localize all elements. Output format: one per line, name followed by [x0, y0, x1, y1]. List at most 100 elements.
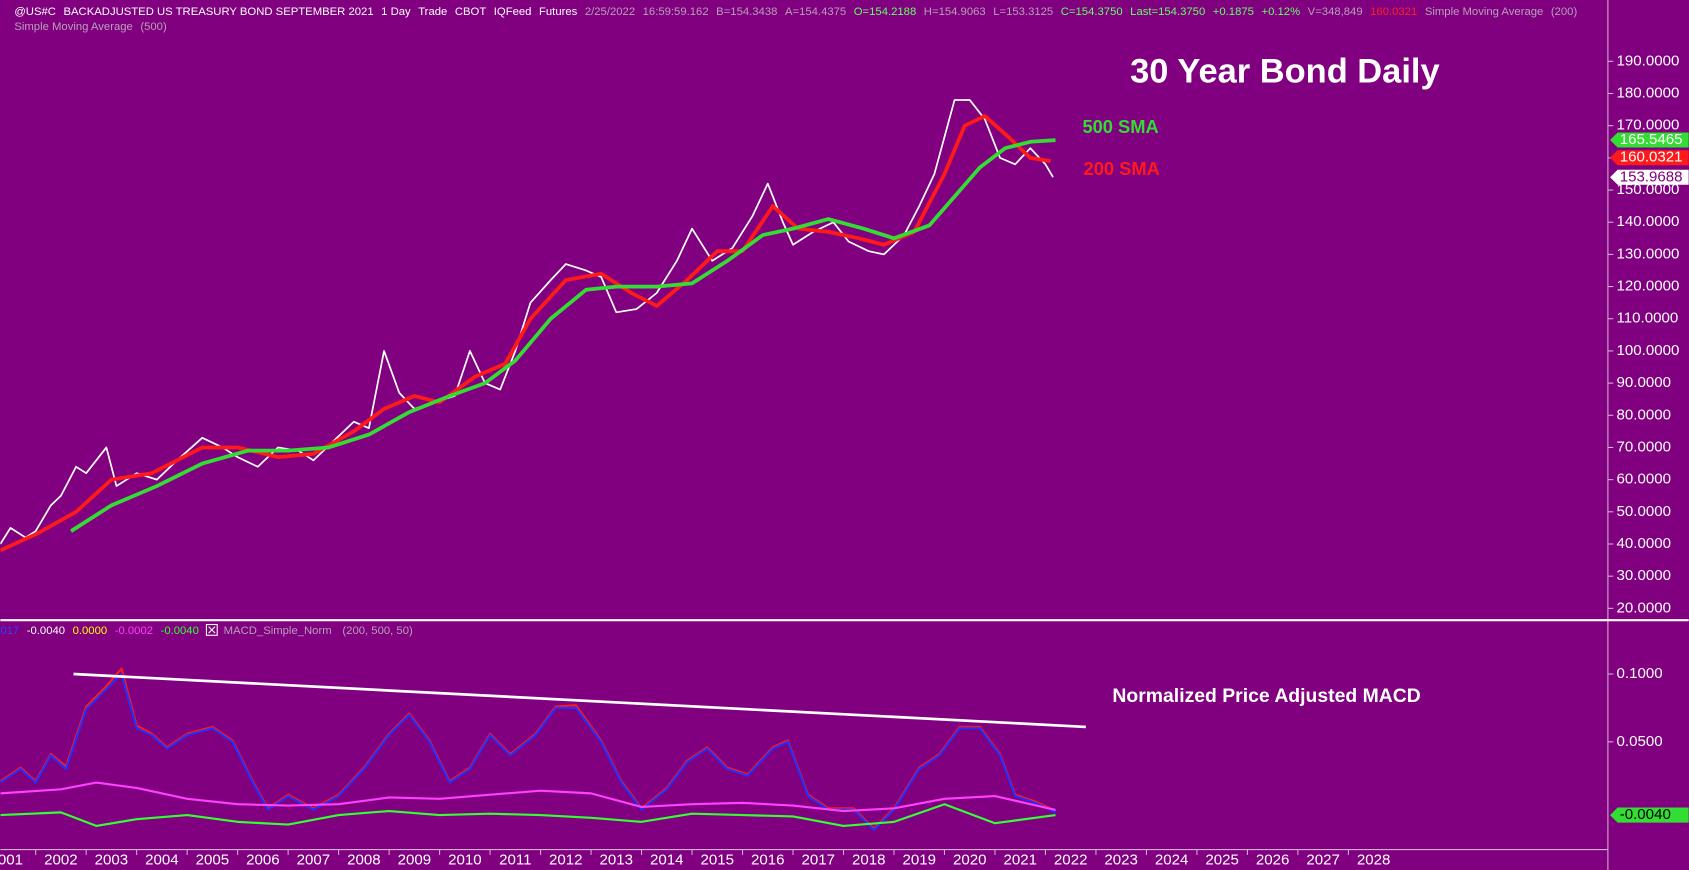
header-item: Trade [418, 6, 447, 18]
header-item: A=154.4375 [785, 6, 846, 18]
x-tick-label: 2009 [398, 851, 432, 868]
last-value-marker [1610, 132, 1689, 148]
legend-label: 200 SMA [1084, 158, 1160, 179]
header-item: 16:59:59.162 [643, 6, 709, 18]
last-value-label: -0.0040 [1620, 806, 1671, 823]
plot-area [0, 99, 1056, 553]
y-tick-label: 60.0000 [1617, 471, 1671, 488]
x-tick-label: 2018 [852, 851, 886, 868]
last-value-label: 160.0321 [1620, 149, 1683, 166]
y-tick-label: 50.0000 [1617, 503, 1671, 520]
y-tick-label: 150.0000 [1617, 181, 1680, 198]
header-item: L=153.3125 [993, 6, 1053, 18]
series-line [0, 781, 1056, 813]
y-tick-label: 80.0000 [1617, 406, 1671, 423]
last-value-marker [1610, 169, 1689, 185]
x-tick-label: 2005 [196, 851, 230, 868]
y-tick-label: 170.0000 [1617, 117, 1680, 134]
header-item: +0.12% [1261, 6, 1300, 18]
y-tick-label: 120.0000 [1617, 278, 1680, 295]
header-item: Futures [539, 6, 578, 18]
header-item: CBOT [455, 6, 486, 18]
header-item: Simple Moving Average [1425, 6, 1543, 18]
header-item: (200) [1551, 6, 1578, 18]
x-tick-label: 001 [0, 851, 23, 868]
legend-value: 0.0000 [73, 625, 108, 637]
y-tick-label: 110.0000 [1617, 310, 1679, 327]
close-icon-x [208, 626, 216, 634]
y-tick-label: 90.0000 [1617, 374, 1671, 391]
close-icon [205, 623, 218, 636]
header-item: 2/25/2022 [585, 6, 635, 18]
series-line [70, 138, 1056, 533]
header-item: Simple Moving Average [14, 21, 132, 33]
x-tick-label: 2011 [499, 851, 531, 868]
x-tick-label: 2017 [802, 851, 836, 868]
x-tick-label: 2024 [1155, 851, 1189, 868]
x-tick-label: 2003 [95, 851, 129, 868]
panel-title: Normalized Price Adjusted MACD [1112, 685, 1420, 707]
header-item: H=154.9063 [924, 6, 986, 18]
x-tick-label: 2014 [650, 851, 684, 868]
y-tick-label: 70.0000 [1617, 438, 1671, 455]
x-tick-label: 2010 [448, 851, 482, 868]
x-tick-label: 2023 [1104, 851, 1138, 868]
x-tick-label: 2025 [1205, 851, 1239, 868]
y-tick-label: 0.0500 [1617, 733, 1663, 750]
x-tick-label: 2021 [1003, 851, 1037, 868]
header-item: +0.1875 [1213, 6, 1254, 18]
legend-value: 017 [0, 625, 19, 637]
x-tick-label: 2022 [1054, 851, 1088, 868]
legend-value: -0.0040 [27, 625, 65, 637]
x-tick-label: 2026 [1256, 851, 1290, 868]
x-tick-label: 2012 [549, 851, 583, 868]
header-item: V=348,849 [1308, 6, 1363, 18]
header-item: IQFeed [494, 6, 532, 18]
x-tick-label: 2007 [297, 851, 331, 868]
y-tick-label: 100.0000 [1617, 342, 1680, 359]
last-value-marker [1610, 150, 1689, 166]
header-item: Last=154.3750 [1130, 6, 1205, 18]
y-tick-label: 190.0000 [1617, 52, 1680, 69]
last-value-marker [1610, 807, 1689, 823]
x-tick-label: 2028 [1357, 851, 1391, 868]
y-tick-label: 20.0000 [1617, 599, 1671, 616]
header-item: C=154.3750 [1061, 6, 1123, 18]
x-tick-label: 2006 [246, 851, 280, 868]
x-tick-label: 2016 [751, 851, 785, 868]
x-tick-label: 2013 [600, 851, 634, 868]
chart-title: 30 Year Bond Daily [1130, 52, 1439, 90]
header-item: (500) [140, 21, 167, 33]
x-tick-label: 2015 [701, 851, 735, 868]
header-item: B=154.3438 [716, 6, 777, 18]
y-tick-label: 130.0000 [1617, 245, 1680, 262]
x-tick-label: 2027 [1306, 851, 1340, 868]
header-item: 1 Day [381, 6, 411, 18]
x-tick-label: 2020 [953, 851, 987, 868]
x-tick-label: 2004 [145, 851, 179, 868]
legend-label: 500 SMA [1082, 116, 1158, 137]
y-tick-label: 0.1000 [1617, 665, 1663, 682]
header-item: BACKADJUSTED US TREASURY BOND SEPTEMBER … [63, 6, 373, 18]
y-tick-label: 140.0000 [1617, 213, 1680, 230]
header-item: O=154.2188 [854, 6, 917, 18]
header-item: 160.0321 [1370, 6, 1417, 18]
series-line [73, 672, 1086, 729]
indicator-name: MACD_Simple_Norm [224, 625, 332, 637]
series-line [0, 114, 1051, 553]
last-value-label: 165.5465 [1620, 131, 1683, 148]
indicator-params: (200, 500, 50) [342, 625, 413, 637]
last-value-label: 153.9688 [1620, 168, 1683, 185]
y-tick-label: 40.0000 [1617, 535, 1671, 552]
y-tick-label: 30.0000 [1617, 567, 1671, 584]
series-line [0, 803, 1056, 828]
legend-value: -0.0040 [161, 625, 199, 637]
y-tick-label: 180.0000 [1617, 84, 1680, 101]
series-line [0, 99, 1054, 545]
x-tick-label: 2019 [902, 851, 936, 868]
x-tick-label: 2008 [347, 851, 381, 868]
header-item: @US#C [14, 6, 56, 18]
